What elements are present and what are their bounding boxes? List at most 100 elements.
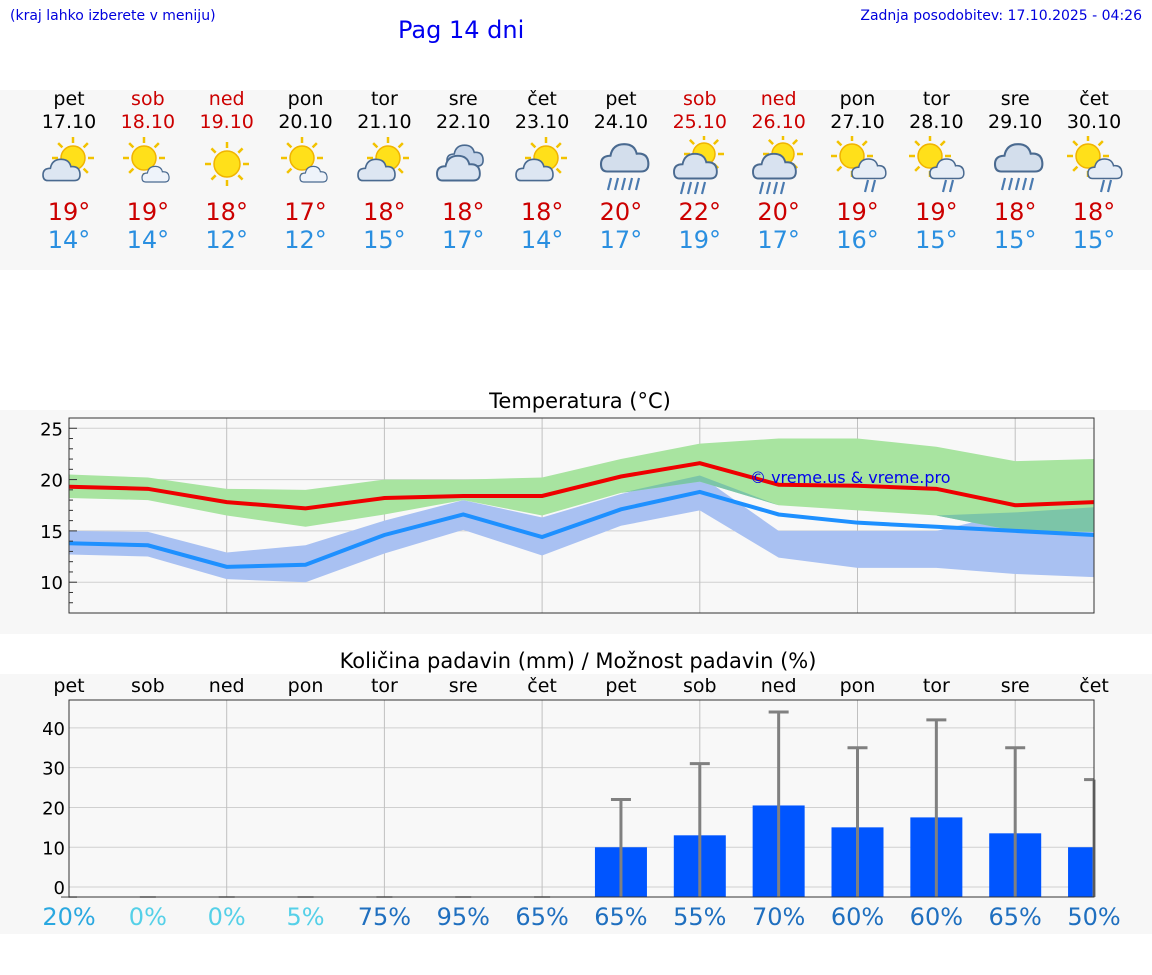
partly-cloudy-sun-icon (512, 136, 572, 196)
min-temp: 17° (757, 226, 800, 254)
max-temp: 17° (284, 198, 327, 226)
y-tick-label: 20 (40, 471, 63, 492)
max-temp: 18° (441, 198, 485, 226)
temperature-chart: Temperatura (°C) 10 15 20 25 © vreme.us & v… (40, 389, 1095, 614)
min-temp: 15° (1072, 226, 1116, 254)
max-temp: 19° (915, 198, 958, 226)
sun-light-rain-icon (1064, 135, 1124, 196)
precip-day-label: čet (527, 675, 557, 697)
day-name: čet (1079, 88, 1109, 110)
max-temp-line (68, 461, 1095, 511)
day-name: ned (760, 88, 797, 110)
precip-probability: 60% (909, 903, 964, 931)
min-temp: 15° (915, 226, 958, 254)
day-date: 20.10 (278, 111, 333, 133)
day-name: tor (370, 88, 398, 110)
day-date: 25.10 (672, 111, 727, 133)
day-name: pet (53, 88, 85, 110)
precip-day-label: čet (1079, 675, 1109, 697)
precipitation-chart-title: Količina padavin (mm) / Možnost padavin … (340, 649, 817, 673)
min-temp: 15° (363, 226, 406, 254)
location-menu-hint[interactable]: (kraj lahko izberete v meniju) (10, 8, 216, 24)
min-temp-line (68, 489, 1095, 569)
day-name: pon (287, 88, 324, 110)
day-date: 27.10 (830, 111, 885, 133)
precip-probability: 95% (436, 903, 490, 931)
max-temp: 19° (47, 198, 91, 226)
min-temp: 14° (126, 226, 170, 254)
day-name: sob (131, 88, 165, 110)
min-temp: 16° (836, 226, 879, 254)
precip-day-label: tor (923, 675, 950, 697)
precip-day-label: ned (209, 675, 245, 697)
day-date: 18.10 (120, 111, 176, 133)
precip-probability: 60% (830, 903, 885, 931)
min-temp: 14° (47, 226, 91, 254)
day-date: 21.10 (357, 111, 412, 133)
day-date: 23.10 (514, 111, 570, 133)
precip-bar (1068, 847, 1094, 898)
rain-cloud-icon (985, 136, 1045, 196)
min-temp: 12° (284, 226, 327, 254)
precip-day-label: pon (840, 675, 876, 697)
forecast-panel (0, 90, 1152, 270)
day-name: tor (922, 88, 950, 110)
partly-cloudy-sun-icon (354, 136, 414, 196)
sun-light-rain-icon (906, 135, 966, 196)
page-title: Pag 14 dni (398, 16, 525, 44)
max-temp: 22° (678, 198, 722, 226)
y-tick-label: 30 (42, 759, 65, 780)
precip-probability: 20% (42, 903, 96, 931)
precipitation-chart: Količina padavin (mm) / Možnost padavin … (42, 649, 1109, 899)
precip-probability: 0% (128, 903, 167, 931)
precip-day-label: ned (761, 675, 797, 697)
sun-small-cloud-icon (118, 136, 178, 196)
max-temp: 18° (520, 198, 564, 226)
day-date: 26.10 (751, 111, 806, 133)
y-tick-label: 40 (42, 719, 65, 740)
y-tick-label: 10 (40, 573, 63, 594)
precip-probability: 50% (1067, 903, 1121, 931)
precip-day-label: pon (288, 675, 324, 697)
precip-day-label: sob (683, 675, 717, 697)
y-tick-label: 15 (40, 522, 63, 543)
day-name: čet (527, 88, 557, 110)
day-date: 30.10 (1066, 111, 1122, 133)
y-tick-label: 10 (42, 838, 65, 859)
day-date: 24.10 (593, 111, 649, 133)
precip-day-label: pet (605, 675, 636, 697)
max-temp: 18° (205, 198, 248, 226)
min-temp: 17° (441, 226, 485, 254)
temperature-chart-title: Temperatura (°C) (488, 389, 671, 413)
day-name: sre (1000, 88, 1030, 110)
precip-day-label: sre (449, 675, 478, 697)
sun-small-cloud-icon (276, 136, 336, 196)
precip-probability: 5% (286, 903, 325, 931)
min-temp: 15° (993, 226, 1037, 254)
precip-day-label: sre (1001, 675, 1030, 697)
cloudy-icon (433, 136, 493, 196)
day-name: sob (683, 88, 717, 110)
day-name: pon (839, 88, 876, 110)
last-update: Zadnja posodobitev: 17.10.2025 - 04:26 (860, 8, 1142, 24)
precip-day-label: sob (131, 675, 165, 697)
precip-probability: 55% (673, 903, 727, 931)
sun-rain-cloud-icon (749, 134, 809, 196)
precip-probability: 0% (207, 903, 246, 931)
watermark: © vreme.us & vreme.pro (750, 468, 951, 487)
day-date: 28.10 (909, 111, 964, 133)
sun-icon (197, 136, 257, 196)
day-date: 29.10 (987, 111, 1043, 133)
precip-probability: 65% (988, 903, 1042, 931)
band-overlap (69, 475, 1095, 532)
max-temp: 19° (126, 198, 170, 226)
y-tick-label: 0 (54, 878, 65, 899)
day-date: 17.10 (41, 111, 97, 133)
precip-probability: 75% (357, 903, 412, 931)
max-temp: 18° (1072, 198, 1116, 226)
precip-probability: 65% (515, 903, 569, 931)
min-temp: 17° (599, 226, 643, 254)
sun-rain-cloud-icon (670, 134, 730, 196)
precip-probability: 65% (594, 903, 648, 931)
max-temp: 20° (757, 198, 800, 226)
